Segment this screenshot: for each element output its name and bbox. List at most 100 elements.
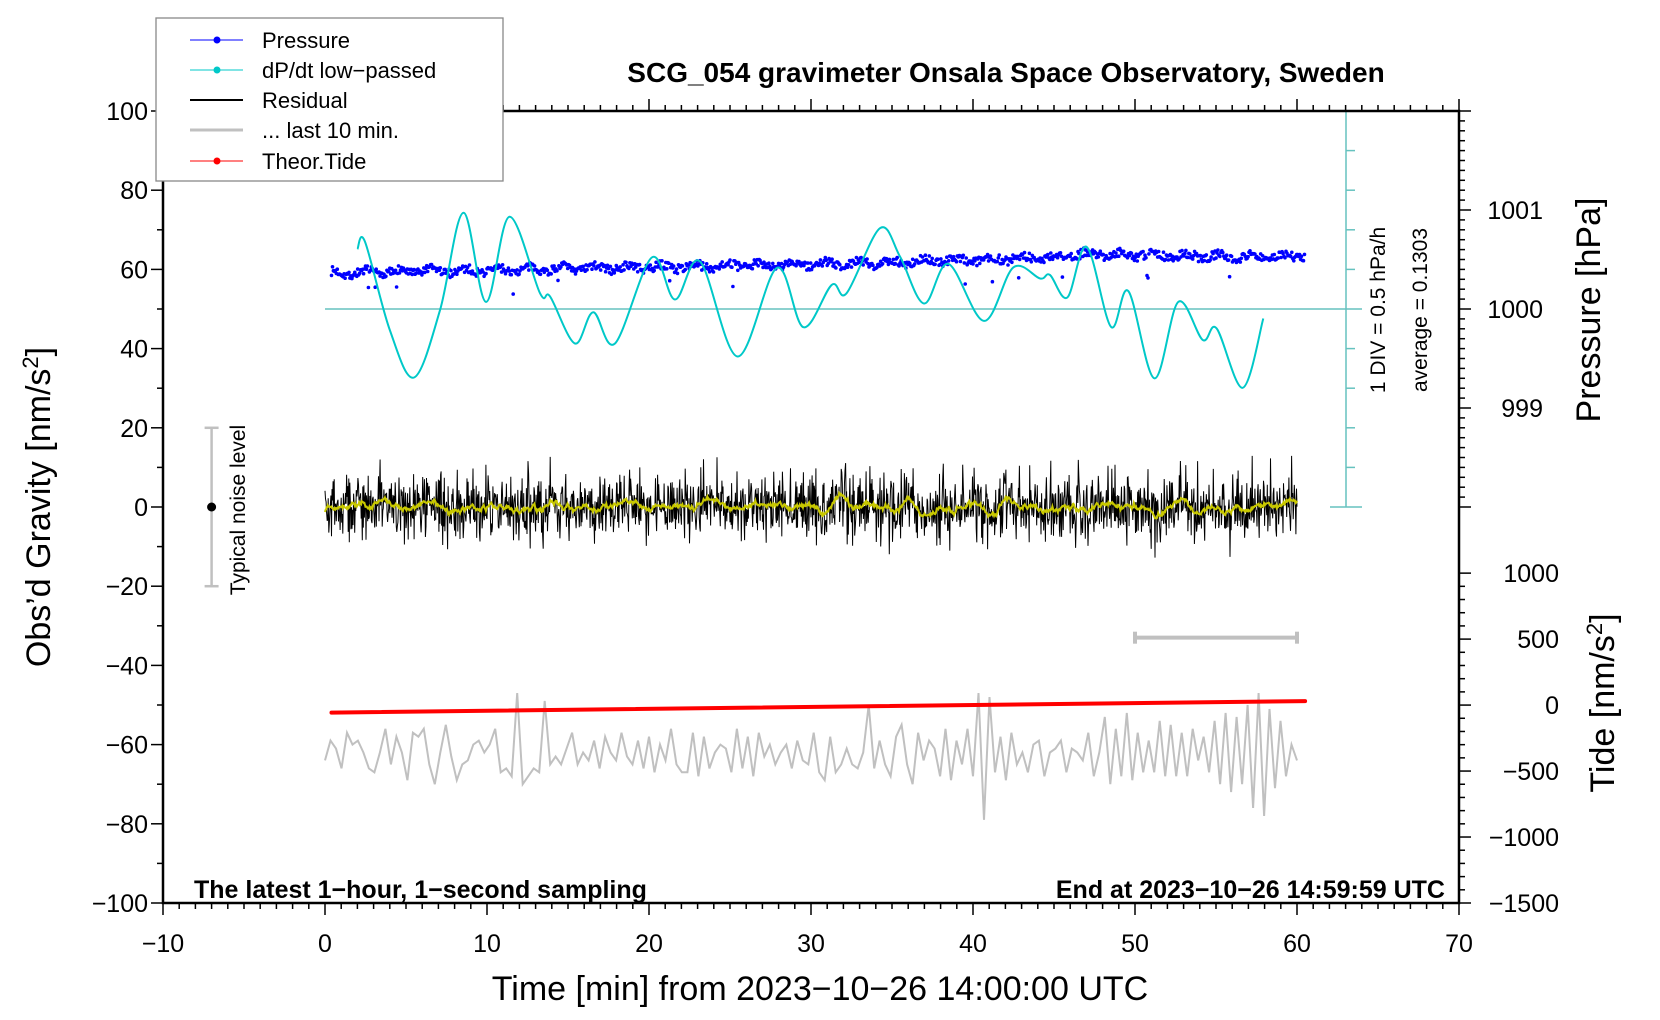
x-tick-label: 40	[959, 930, 987, 958]
pressure-point	[1127, 253, 1132, 258]
pressure-point	[350, 276, 354, 281]
pressure-point	[1101, 252, 1105, 257]
pressure-point	[975, 263, 979, 268]
pressure-point	[887, 257, 892, 262]
pressure-point	[1048, 257, 1052, 262]
pressure-point	[1216, 248, 1220, 252]
pressure-point	[373, 285, 378, 290]
pressure-point	[865, 257, 869, 261]
pressure-point	[971, 262, 975, 266]
pressure-point	[750, 266, 755, 271]
pressure-point	[963, 282, 967, 286]
pressure-point	[355, 267, 360, 271]
y-tick-label: 100	[106, 98, 148, 126]
pressure-point	[808, 261, 813, 265]
pressure-tick-label: 1000	[1487, 296, 1543, 324]
legend-tide-label: Theor.Tide	[262, 149, 366, 174]
y-tick-label: 40	[120, 336, 148, 364]
pressure-point	[762, 260, 766, 265]
pressure-point	[452, 272, 456, 276]
pressure-point	[1029, 260, 1034, 264]
chart-title: SCG_054 gravimeter Onsala Space Observat…	[627, 57, 1384, 88]
pressure-point	[378, 274, 382, 278]
tide-axis-label: Tide [nm/s2]	[1582, 613, 1622, 792]
pressure-point	[1009, 257, 1013, 261]
pressure-point	[624, 260, 628, 265]
pressure-point	[923, 253, 928, 257]
pressure-point	[954, 259, 959, 264]
noise-level-label: Typical noise level	[227, 425, 250, 595]
tide-tick-label: −1500	[1489, 890, 1559, 918]
pressure-point	[741, 264, 746, 269]
legend-dpdt-dot	[213, 66, 221, 74]
dpdt-div-label: 1 DIV = 0.5 hPa/h	[1367, 227, 1390, 393]
pressure-point	[1290, 250, 1294, 255]
pressure-point	[526, 263, 530, 268]
x-tick-label: −10	[142, 930, 184, 958]
x-tick-label: 50	[1121, 930, 1149, 958]
pressure-point	[1226, 258, 1231, 262]
pressure-point	[361, 271, 366, 276]
residual-line	[324, 455, 1298, 558]
pressure-point	[707, 270, 712, 274]
pressure-point	[455, 272, 459, 277]
pressure-point	[711, 270, 716, 274]
pressure-point	[667, 261, 671, 266]
pressure-point	[1214, 256, 1218, 260]
pressure-point	[861, 263, 865, 267]
pressure-point	[621, 263, 625, 267]
noise-bar-dot	[207, 502, 217, 512]
pressure-point	[683, 267, 688, 272]
pressure-point	[1017, 257, 1022, 262]
pressure-point	[995, 259, 1000, 264]
pressure-point	[978, 261, 982, 266]
pressure-point	[1260, 254, 1265, 258]
pressure-point	[592, 264, 596, 268]
pressure-point	[806, 261, 810, 265]
pressure-point	[387, 269, 391, 274]
legend: Pressure dP/dt low−passed Residual ... l…	[155, 17, 504, 182]
y-tick-label: −80	[106, 811, 148, 839]
pressure-point	[1069, 251, 1073, 256]
pressure-point	[602, 263, 607, 268]
pressure-point	[364, 267, 369, 272]
pressure-point	[397, 271, 402, 275]
pressure-point	[612, 271, 617, 275]
pressure-point	[1248, 249, 1252, 253]
pressure-point	[826, 261, 830, 266]
pressure-point	[1239, 256, 1244, 261]
pressure-point	[660, 259, 664, 263]
pressure-point	[838, 262, 842, 267]
pressure-point	[637, 262, 642, 267]
pressure-point	[1144, 255, 1148, 260]
pressure-point	[964, 256, 968, 260]
pressure-point	[648, 263, 653, 267]
pressure-point	[365, 264, 370, 268]
pressure-point	[384, 274, 388, 279]
pressure-point	[517, 272, 521, 277]
pressure-point	[1163, 257, 1168, 262]
pressure-point	[598, 268, 603, 272]
pressure-point	[618, 265, 622, 269]
pressure-point	[1229, 254, 1234, 259]
pressure-point	[1198, 253, 1203, 258]
pressure-point	[425, 269, 430, 274]
pressure-point	[930, 256, 934, 261]
pressure-point	[1049, 251, 1053, 255]
pressure-point	[985, 252, 990, 257]
pressure-point	[675, 271, 680, 276]
pressure-point	[1238, 260, 1243, 264]
pressure-point	[880, 262, 885, 266]
pressure-point	[751, 262, 756, 267]
legend-last10-label: ... last 10 min.	[262, 118, 399, 143]
pressure-point	[603, 269, 608, 274]
y-tick-label: 20	[120, 415, 148, 443]
pressure-point	[767, 261, 771, 266]
pressure-point	[374, 267, 379, 272]
end-time-note: End at 2023−10−26 14:59:59 UTC	[1056, 876, 1445, 904]
pressure-point	[1184, 248, 1188, 253]
pressure-point	[556, 278, 560, 283]
pressure-point	[1098, 249, 1103, 253]
pressure-point	[1022, 250, 1027, 255]
